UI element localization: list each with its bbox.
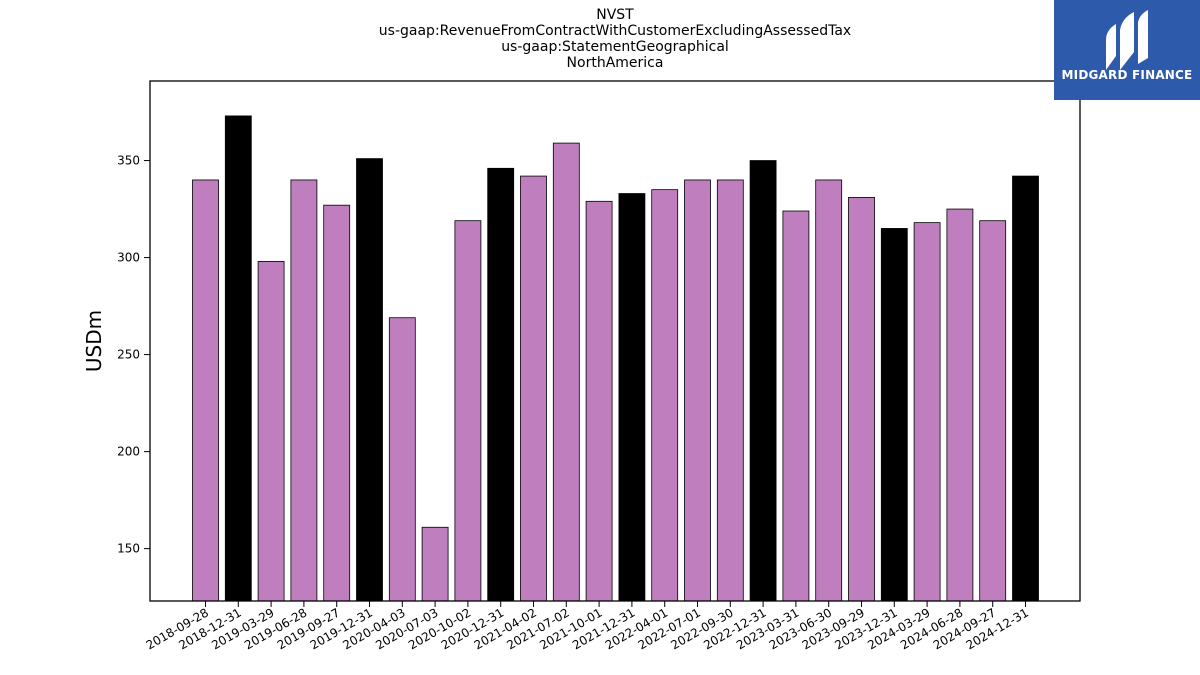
bar-2020-12-31 <box>487 167 515 602</box>
logo-text: MIDGARD FINANCE <box>1061 68 1193 82</box>
bar-2021-07-02 <box>552 142 580 602</box>
bar-2024-03-29 <box>913 222 941 602</box>
title-line-ticker: NVST <box>596 7 634 23</box>
bar-2019-12-31 <box>356 158 383 602</box>
bar-2021-04-02 <box>520 175 547 602</box>
plot-frame <box>149 80 1081 602</box>
logo-mark-icon <box>1106 10 1148 70</box>
midgard-finance-logo: MIDGARD FINANCE <box>1054 0 1200 100</box>
y-tick-label: 300 <box>117 251 140 265</box>
bar-2018-09-28 <box>192 179 219 602</box>
bar-2023-12-31 <box>880 228 908 602</box>
bar-2020-10-02 <box>454 220 482 602</box>
bar-2022-07-01 <box>684 179 711 602</box>
bar-2024-06-28 <box>946 208 974 602</box>
bar-2018-12-31 <box>224 115 252 602</box>
bar-2021-10-01 <box>585 200 613 602</box>
bar-2024-09-27 <box>979 220 1007 602</box>
bar-2019-09-27 <box>323 204 351 602</box>
y-axis-label: USDm <box>82 310 106 372</box>
bar-2019-03-29 <box>257 261 285 602</box>
bar-2021-12-31 <box>618 193 646 602</box>
bars-group <box>192 115 1039 602</box>
bar-2020-04-03 <box>388 317 416 602</box>
title-line-member: NorthAmerica <box>566 55 664 71</box>
y-tick-label: 350 <box>117 154 140 168</box>
bar-2023-06-30 <box>815 179 843 602</box>
bar-2023-03-31 <box>782 210 810 602</box>
bar-2022-04-01 <box>651 189 679 602</box>
bar-2022-12-31 <box>749 160 777 602</box>
y-axis-ticks: 150 200 250 300 350 <box>117 154 150 556</box>
bar-2024-12-31 <box>1012 175 1039 602</box>
title-line-concept: us-gaap:RevenueFromContractWithCustomerE… <box>378 23 852 39</box>
x-axis-ticks: 2018-09-282018-12-312019-03-292019-06-28… <box>144 601 1031 652</box>
y-tick-label: 200 <box>117 445 140 459</box>
title-line-axis: us-gaap:StatementGeographical <box>501 39 729 55</box>
y-tick-label: 250 <box>117 348 140 362</box>
y-tick-label: 150 <box>117 542 140 556</box>
bar-2023-09-29 <box>848 197 875 602</box>
bar-2022-09-30 <box>716 179 744 602</box>
bar-2019-06-28 <box>290 179 318 602</box>
chart-title: NVST us-gaap:RevenueFromContractWithCust… <box>150 7 1080 71</box>
bar-2020-07-03 <box>421 526 449 602</box>
